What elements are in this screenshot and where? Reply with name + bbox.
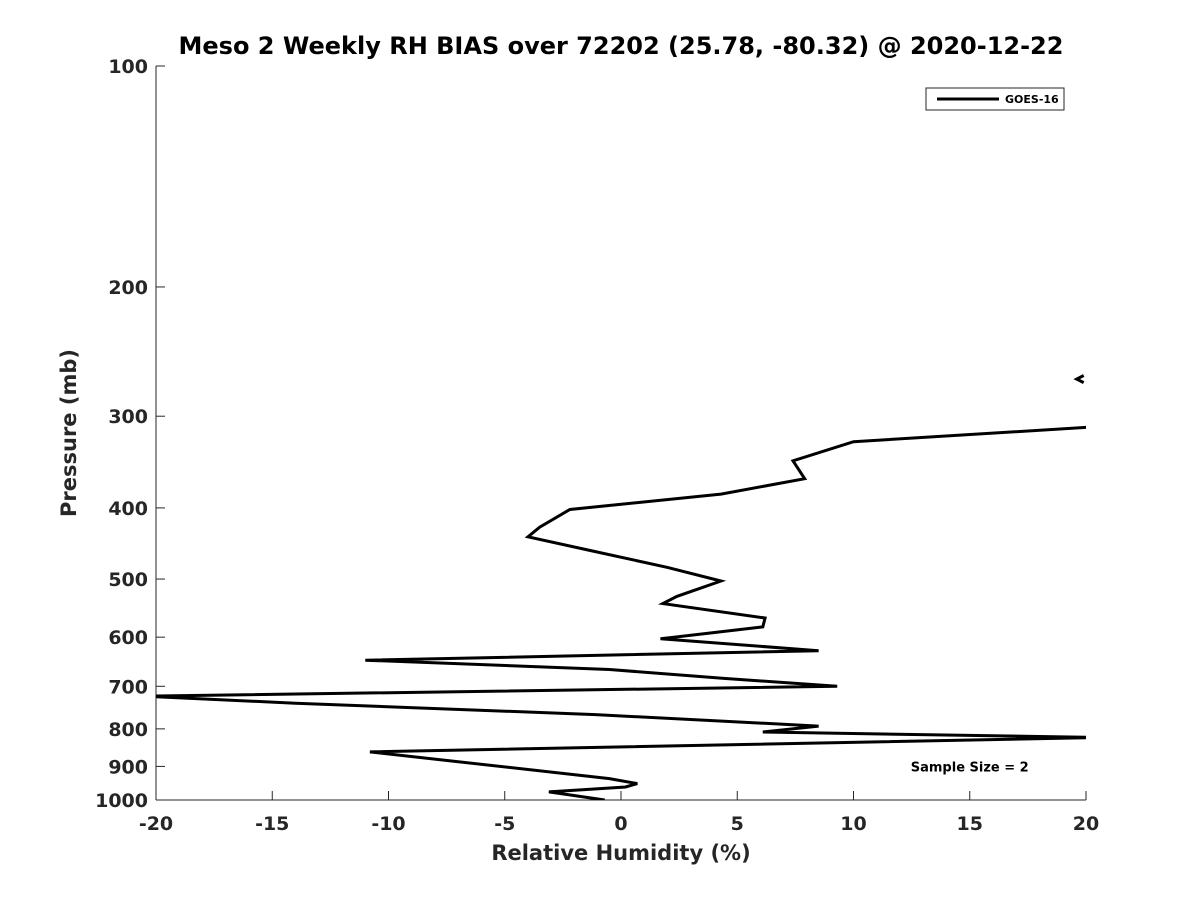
y-tick-label: 900 bbox=[108, 756, 148, 778]
x-tick-label: 10 bbox=[840, 813, 866, 835]
y-tick-label: 200 bbox=[108, 277, 148, 299]
y-axis-label: Pressure (mb) bbox=[57, 349, 81, 517]
series-line-goes-16 bbox=[156, 425, 1086, 800]
y-tick-label: 500 bbox=[108, 569, 148, 591]
series-layer bbox=[156, 374, 1086, 800]
x-tick-label: -10 bbox=[371, 813, 405, 835]
sample-size-annotation: Sample Size = 2 bbox=[911, 760, 1029, 775]
legend-label-goes-16: GOES-16 bbox=[1005, 93, 1059, 106]
y-tick-label: 800 bbox=[108, 719, 148, 741]
y-axis-ticks: 100 200 300 400 500 600 700 800 900 1000 bbox=[95, 56, 165, 812]
x-tick-label: -5 bbox=[494, 813, 515, 835]
x-tick-label: 0 bbox=[614, 813, 627, 835]
series-line-segment bbox=[1073, 374, 1085, 384]
x-axis-ticks: -20 -15 -10 -5 0 5 10 15 20 bbox=[139, 791, 1099, 835]
x-tick-label: 20 bbox=[1073, 813, 1099, 835]
y-tick-label: 700 bbox=[108, 676, 148, 698]
y-tick-label: 1000 bbox=[95, 790, 148, 812]
y-tick-label: 400 bbox=[108, 498, 148, 520]
x-tick-label: 5 bbox=[731, 813, 744, 835]
x-tick-label: -15 bbox=[255, 813, 289, 835]
y-tick-label: 100 bbox=[108, 56, 148, 78]
x-tick-label: 15 bbox=[957, 813, 983, 835]
x-axis-label: Relative Humidity (%) bbox=[491, 841, 750, 865]
x-tick-label: -20 bbox=[139, 813, 173, 835]
legend: GOES-16 bbox=[925, 87, 1065, 111]
y-tick-label: 600 bbox=[108, 627, 148, 649]
chart-title: Meso 2 Weekly RH BIAS over 72202 (25.78,… bbox=[179, 32, 1064, 60]
y-tick-label: 300 bbox=[108, 406, 148, 428]
